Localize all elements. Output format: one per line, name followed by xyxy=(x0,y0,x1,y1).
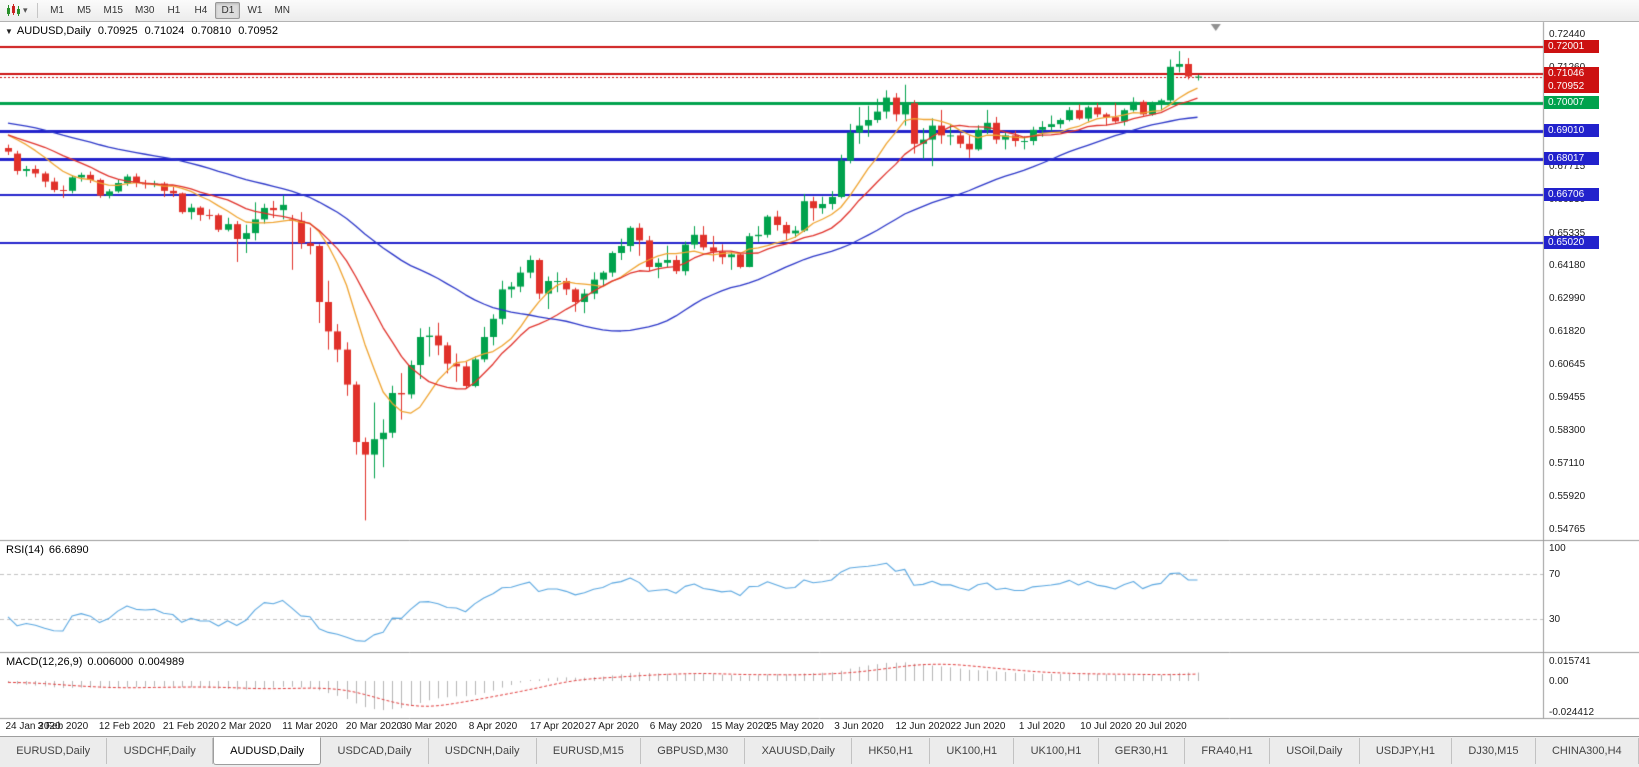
timeframe-button-d1[interactable]: D1 xyxy=(215,2,241,19)
chart-tab-china300-h4[interactable]: CHINA300,H4 xyxy=(1536,738,1639,764)
time-axis-label: 11 Mar 2020 xyxy=(282,721,338,732)
time-scale-axis[interactable]: 24 Jan 2020 3 Feb 2020 12 Feb 2020 21 Feb 2… xyxy=(0,718,1543,736)
chart-tab-usdcad-daily[interactable]: USDCAD,Daily xyxy=(321,738,429,764)
price-axis-tick: 0.58300 xyxy=(1549,424,1586,436)
low-value: 0.70810 xyxy=(191,25,232,37)
rsi-name: RSI(14) xyxy=(6,544,44,556)
top-toolbar: ▾ M1 M5 M15 M30 H1 H4 D1 W1 MN xyxy=(0,0,1639,22)
timeframe-button-m15[interactable]: M15 xyxy=(103,5,123,16)
toolbar-separator xyxy=(36,3,38,18)
price-axis-tick: 0.55920 xyxy=(1549,491,1586,503)
rsi-axis-label: 70 xyxy=(1549,569,1561,581)
time-axis-label: 8 Apr 2020 xyxy=(468,721,518,732)
price-axis-tick: 0.64180 xyxy=(1549,260,1586,272)
rsi-axis-label: 100 xyxy=(1549,543,1566,554)
chart-tab-audusd-daily[interactable]: AUDUSD,Daily xyxy=(212,737,322,765)
time-axis-label: 25 May 2020 xyxy=(765,721,824,732)
time-axis-label: 22 Jun 2020 xyxy=(950,721,1006,732)
chart-tab-hk50-h1[interactable]: HK50,H1 xyxy=(852,738,931,764)
macd-axis-label: -0.024412 xyxy=(1549,707,1595,718)
price-axis-tick: 0.59455 xyxy=(1549,392,1586,404)
chart-tab-usdchf-daily[interactable]: USDCHF,Daily xyxy=(107,738,213,764)
chart-tab-bar: EURUSD,Daily USDCHF,Daily AUDUSD,Daily USDC… xyxy=(0,736,1639,767)
time-axis-label: 24 Jan 2020 xyxy=(5,721,61,732)
timeframe-button-group: M1 M5 M15 M30 H1 H4 D1 W1 MN xyxy=(44,2,296,19)
time-axis-label: 20 Jul 2020 xyxy=(1135,721,1187,732)
chart-tab-usdcnh-daily[interactable]: USDCNH,Daily xyxy=(429,738,537,764)
chart-menu-caret-icon[interactable]: ▾ xyxy=(23,5,28,15)
rsi-value: 66.6890 xyxy=(48,544,89,556)
high-value: 0.71024 xyxy=(144,25,185,37)
chart-tab-xauusd-daily[interactable]: XAUUSD,Daily xyxy=(745,738,853,764)
macd-indicator-label: MACD(12,26,9) 0.006000 0.004989 xyxy=(6,656,189,668)
chart-tab-gbpusd-m30[interactable]: GBPUSD,M30 xyxy=(641,738,746,764)
chart-tab-usdjpy-h1[interactable]: USDJPY,H1 xyxy=(1360,738,1453,764)
time-axis-label: 21 Feb 2020 xyxy=(162,721,220,732)
price-axis-tick: 0.65335 xyxy=(1549,227,1586,239)
time-axis-label: 2 Mar 2020 xyxy=(220,721,272,732)
chart-tab-uk100-h1[interactable]: UK100,H1 xyxy=(1014,738,1099,764)
timeframe-button-h4[interactable]: H4 xyxy=(194,5,208,16)
time-axis-label: 1 Jul 2020 xyxy=(1018,721,1066,732)
price-axis-badge: 0.68017 xyxy=(1544,151,1599,165)
price-axis-badge: 0.70007 xyxy=(1544,96,1599,109)
time-axis-label: 12 Jun 2020 xyxy=(895,721,951,732)
chart-tab-eurusd-m15[interactable]: EURUSD,M15 xyxy=(537,738,642,764)
time-axis-label: 20 Mar 2020 xyxy=(345,721,403,732)
price-axis-badge: 0.72001 xyxy=(1544,40,1599,54)
chart-title: ▼ AUDUSD,Daily 0.70925 0.71024 0.70810 0.7095… xyxy=(5,25,278,37)
symbol-period-label: AUDUSD,Daily xyxy=(16,25,91,37)
time-axis-label: 17 Apr 2020 xyxy=(530,721,584,732)
timeframe-button-w1[interactable]: W1 xyxy=(247,5,263,16)
price-axis-tick: 0.54765 xyxy=(1549,523,1586,535)
price-scale-axis[interactable]: 0.724400.712600.700800.689000.677150.665… xyxy=(1544,22,1639,718)
time-axis-label: 12 Feb 2020 xyxy=(98,721,156,732)
price-axis-tick: 0.61820 xyxy=(1549,326,1586,338)
price-axis-badge: 0.66706 xyxy=(1544,188,1599,202)
price-axis-badge: 0.71046 xyxy=(1544,66,1599,80)
time-axis-label: 10 Jul 2020 xyxy=(1080,721,1132,732)
chart-tab-eurusd-daily[interactable]: EURUSD,Daily xyxy=(0,738,108,764)
macd-axis-label: 0.015741 xyxy=(1549,656,1591,667)
price-axis-badge: 0.65020 xyxy=(1544,235,1599,249)
macd-name: MACD(12,26,9) xyxy=(6,656,83,668)
macd-axis-label: 0.00 xyxy=(1549,675,1569,687)
price-axis-tick: 0.72440 xyxy=(1549,28,1586,40)
timeframe-button-mn[interactable]: MN xyxy=(274,5,290,16)
time-axis-label: 3 Jun 2020 xyxy=(834,721,884,732)
timeframe-button-m1[interactable]: M1 xyxy=(50,5,64,16)
chart-tab-ger30-h1[interactable]: GER30,H1 xyxy=(1099,738,1186,764)
time-axis-label: 30 Mar 2020 xyxy=(400,721,457,732)
rsi-axis-label: 30 xyxy=(1549,613,1561,625)
price-axis-tick: 0.67715 xyxy=(1549,161,1586,173)
time-axis-label: 3 Feb 2020 xyxy=(37,721,89,732)
time-axis-label: 15 May 2020 xyxy=(711,721,769,732)
time-axis-label: 6 May 2020 xyxy=(649,721,703,732)
pane-separator-macd[interactable] xyxy=(0,650,1639,655)
rsi-indicator-label: RSI(14) 66.6890 xyxy=(6,544,94,556)
chart-tab-uk100-h1[interactable]: UK100,H1 xyxy=(930,738,1015,764)
timeframe-button-m30[interactable]: M30 xyxy=(134,5,155,16)
chart-tab-dj30-m15[interactable]: DJ30,M15 xyxy=(1452,738,1536,764)
macd-main-value: 0.006000 xyxy=(87,656,134,668)
time-axis-label: 27 Apr 2020 xyxy=(584,721,639,732)
price-axis-tick: 0.60645 xyxy=(1549,359,1586,371)
chart-tab-fra40-h1[interactable]: FRA40,H1 xyxy=(1185,738,1270,764)
timeframe-button-m5[interactable]: M5 xyxy=(77,5,91,16)
close-value: 0.70952 xyxy=(238,25,278,37)
pane-separator-rsi[interactable] xyxy=(0,538,1639,543)
price-axis-tick: 0.57110 xyxy=(1549,458,1585,470)
price-axis-badge: 0.70952 xyxy=(1544,79,1599,93)
timeframe-button-h1[interactable]: H1 xyxy=(167,5,181,16)
collapse-arrow-icon[interactable]: ▼ xyxy=(5,27,13,36)
chart-tab-usoil-daily[interactable]: USOil,Daily xyxy=(1270,738,1360,764)
macd-signal-value: 0.004989 xyxy=(138,656,185,668)
open-value: 0.70925 xyxy=(97,25,138,37)
candlestick-chart-icon[interactable] xyxy=(4,3,23,18)
price-axis-tick: 0.62990 xyxy=(1549,293,1586,305)
price-axis-badge: 0.69010 xyxy=(1544,123,1599,137)
